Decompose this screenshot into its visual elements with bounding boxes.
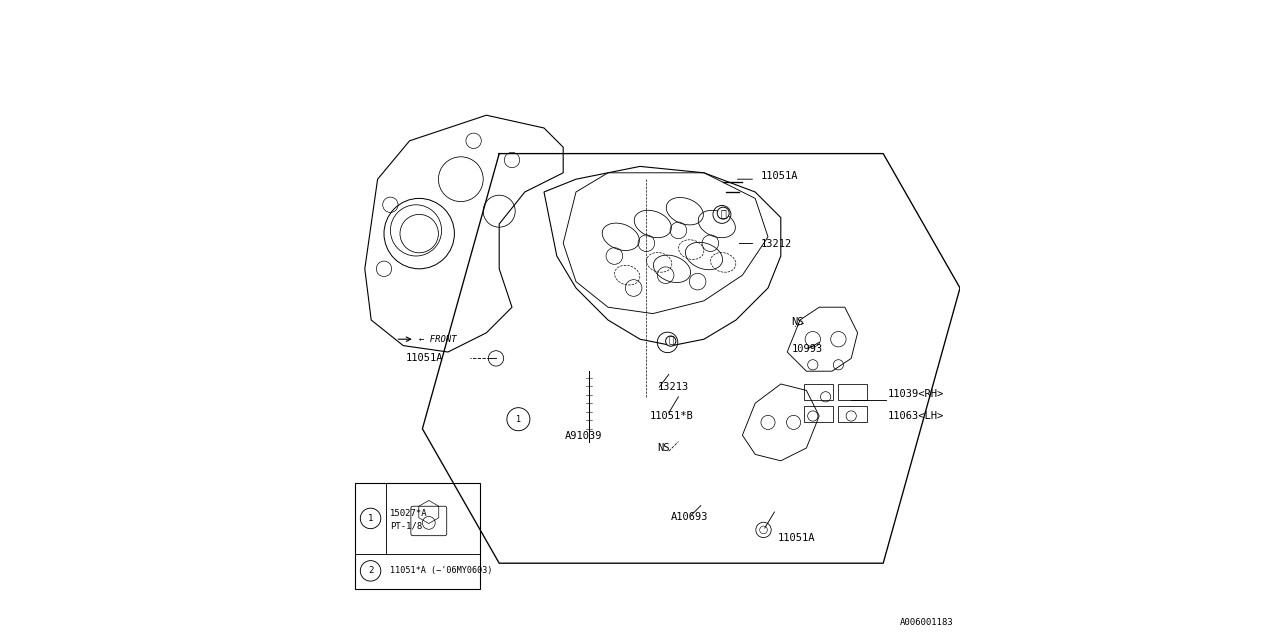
Text: 2: 2 (666, 338, 669, 347)
Text: NS: NS (658, 443, 669, 453)
Text: 11051*B: 11051*B (650, 411, 694, 421)
Text: A91039: A91039 (566, 431, 603, 442)
Text: 13213: 13213 (658, 382, 689, 392)
Bar (356, 483, 480, 589)
Text: ②: ② (721, 208, 726, 218)
Text: 2: 2 (367, 566, 374, 575)
Text: 11051*A (−'06MY0603): 11051*A (−'06MY0603) (390, 566, 493, 575)
Text: A10693: A10693 (671, 512, 708, 522)
Text: 15027*A: 15027*A (390, 509, 428, 518)
Text: 11051A: 11051A (406, 353, 443, 364)
Text: NS: NS (791, 317, 804, 327)
Text: ②: ② (668, 337, 673, 346)
Text: 2: 2 (719, 211, 724, 218)
Text: 11051A: 11051A (777, 532, 815, 543)
Text: 13212: 13212 (760, 239, 791, 250)
Text: 11063<LH>: 11063<LH> (888, 411, 943, 421)
Text: 11039<RH>: 11039<RH> (888, 388, 943, 399)
Text: 10993: 10993 (791, 344, 823, 354)
Text: 1: 1 (516, 415, 521, 424)
Text: 1: 1 (367, 514, 374, 523)
Text: 11051A: 11051A (760, 171, 797, 181)
Text: A006001183: A006001183 (900, 618, 954, 627)
Text: ← FRONT: ← FRONT (420, 335, 457, 344)
Text: PT-1/8: PT-1/8 (390, 522, 422, 531)
